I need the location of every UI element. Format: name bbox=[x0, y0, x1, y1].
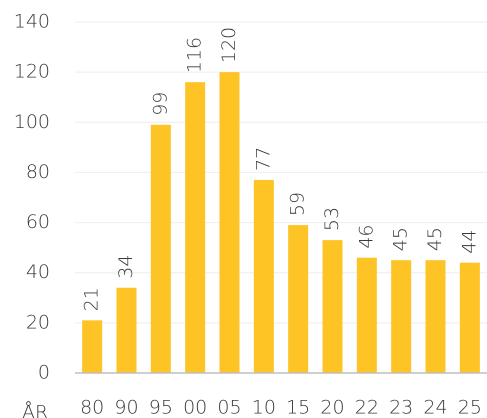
data-label: 34 bbox=[115, 255, 137, 279]
data-label: 21 bbox=[81, 287, 103, 311]
x-tick-label: 25 bbox=[458, 397, 482, 418]
bar bbox=[82, 320, 103, 373]
bar bbox=[116, 287, 137, 373]
y-tick-label: 100 bbox=[14, 111, 50, 133]
x-tick-label: 95 bbox=[149, 397, 173, 418]
y-tick-label: 40 bbox=[26, 261, 50, 283]
y-tick-label: 120 bbox=[14, 61, 50, 83]
data-label: 44 bbox=[458, 229, 480, 253]
data-label: 116 bbox=[184, 37, 206, 73]
y-tick-label: 20 bbox=[26, 311, 50, 333]
bar bbox=[425, 260, 446, 373]
x-tick-label: 05 bbox=[217, 397, 241, 418]
x-tick-label: 00 bbox=[183, 397, 207, 418]
bar bbox=[391, 260, 412, 373]
bar bbox=[459, 262, 480, 373]
x-tick-label: 20 bbox=[320, 397, 344, 418]
y-tick-label: 80 bbox=[26, 161, 50, 183]
x-tick-label: 24 bbox=[423, 397, 447, 418]
data-label: 53 bbox=[321, 207, 343, 231]
bar bbox=[150, 124, 171, 374]
y-tick-label: 140 bbox=[14, 11, 50, 33]
data-label: 59 bbox=[287, 192, 309, 216]
bar bbox=[288, 225, 309, 373]
data-label: 46 bbox=[355, 224, 377, 248]
bar bbox=[253, 179, 274, 373]
bar bbox=[185, 82, 206, 374]
x-tick-label: 22 bbox=[355, 397, 379, 418]
x-tick-label: 10 bbox=[252, 397, 276, 418]
data-label: 120 bbox=[218, 27, 240, 63]
bar bbox=[322, 240, 343, 373]
data-label: 77 bbox=[252, 147, 274, 171]
data-label: 45 bbox=[424, 227, 446, 251]
x-tick-label: 90 bbox=[114, 397, 138, 418]
x-tick-label: 15 bbox=[286, 397, 310, 418]
y-tick-label: 0 bbox=[38, 362, 50, 384]
data-label: 99 bbox=[149, 92, 171, 116]
bar bbox=[219, 72, 240, 374]
x-axis-label: ÅR bbox=[22, 401, 48, 418]
x-tick-label: 23 bbox=[389, 397, 413, 418]
x-tick-label: 80 bbox=[80, 397, 104, 418]
y-tick-label: 60 bbox=[26, 211, 50, 233]
data-label: 45 bbox=[390, 227, 412, 251]
bar bbox=[356, 257, 377, 373]
